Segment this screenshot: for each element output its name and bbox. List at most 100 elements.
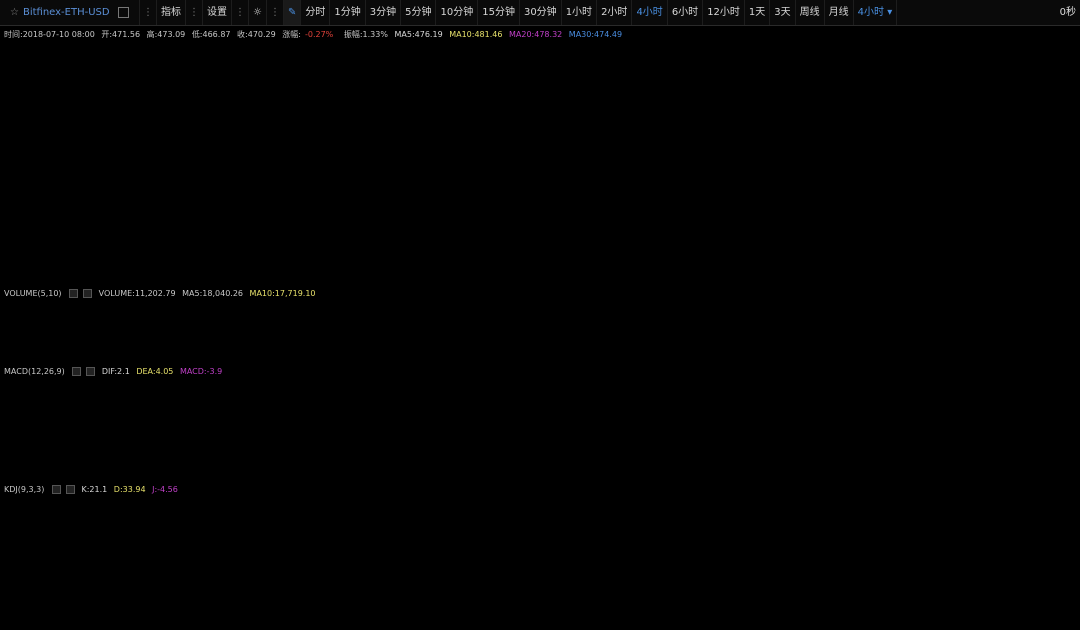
candle-body bbox=[1006, 106, 1016, 111]
macd-histogram-bar bbox=[835, 421, 846, 430]
close-icon[interactable] bbox=[65, 485, 75, 494]
timeframe-0[interactable]: 分时 bbox=[301, 0, 331, 25]
timeframe-4[interactable]: 10分钟 bbox=[436, 0, 479, 25]
ohlc-high: 高:473.09 bbox=[146, 30, 186, 39]
macd-histogram-bar bbox=[495, 428, 506, 435]
ohlc-close: 收:470.29 bbox=[237, 30, 276, 39]
more-dots-icon[interactable]: ⋮ bbox=[186, 0, 203, 25]
candle-body bbox=[963, 73, 974, 86]
more-dots-icon[interactable]: ⋮ bbox=[267, 0, 284, 25]
timeframe-9[interactable]: 4小时 bbox=[632, 0, 668, 25]
volume-infobar: VOLUME(5,10) VOLUME:11,202.79 MA5:18,040… bbox=[4, 289, 320, 298]
candle-body bbox=[694, 110, 705, 117]
timeframe-10[interactable]: 6小时 bbox=[668, 0, 704, 25]
more-dots-icon[interactable]: ⋮ bbox=[140, 0, 157, 25]
settings-button[interactable]: 设置 bbox=[203, 0, 232, 25]
macd-histogram-bar bbox=[765, 428, 775, 434]
macd-macd: MACD:-3.9 bbox=[179, 367, 223, 376]
volume-bar bbox=[439, 337, 450, 363]
macd-histogram-bar bbox=[155, 382, 166, 430]
macd-tick-label: 4.96 bbox=[1040, 402, 1058, 411]
kdj-tick-label: 50 bbox=[1045, 545, 1055, 554]
kdj-tick-label: 20 bbox=[1045, 577, 1055, 586]
ohlc-time: 时间:2018-07-10 08:00 bbox=[4, 30, 95, 39]
period-dropdown[interactable]: 4小时 ▾ bbox=[854, 0, 898, 25]
macd-histogram-bar bbox=[127, 405, 138, 430]
more-dots-icon[interactable]: ⋮ bbox=[232, 0, 249, 25]
close-icon[interactable] bbox=[86, 367, 96, 376]
volume-bar bbox=[609, 330, 620, 363]
volume-bar bbox=[878, 336, 889, 363]
candle-body bbox=[14, 198, 24, 205]
timeframe-3[interactable]: 5分钟 bbox=[401, 0, 437, 25]
macd-histogram-bar bbox=[991, 428, 1002, 437]
macd-dea-line bbox=[18, 394, 1011, 473]
kdj-j-line bbox=[18, 496, 1011, 608]
timeframe-1[interactable]: 1分钟 bbox=[330, 0, 366, 25]
volume-bar bbox=[453, 339, 464, 363]
candle-body bbox=[510, 89, 520, 96]
timeframe-14[interactable]: 周线 bbox=[796, 0, 825, 25]
candle-body bbox=[651, 112, 662, 143]
macd-histogram-bar bbox=[963, 423, 974, 430]
timeframe-12[interactable]: 1天 bbox=[745, 0, 771, 25]
timeframe-5[interactable]: 15分钟 bbox=[478, 0, 520, 25]
volume-bar bbox=[425, 346, 435, 363]
volume-bar bbox=[14, 342, 24, 363]
timeframe-11[interactable]: 12小时 bbox=[703, 0, 745, 25]
volume-bar bbox=[538, 346, 549, 363]
settings-icon[interactable] bbox=[69, 289, 79, 298]
current-price-label: 470.29 bbox=[1036, 106, 1064, 115]
timeframe-2[interactable]: 3分钟 bbox=[366, 0, 402, 25]
star-icon[interactable]: ☆ bbox=[10, 7, 19, 18]
candle-body bbox=[637, 110, 648, 114]
macd-histogram-bar bbox=[736, 428, 747, 435]
kdj-k: K:21.1 bbox=[81, 485, 108, 494]
volume-ma10: MA10:17,719.10 bbox=[249, 289, 316, 298]
volume-bar bbox=[382, 338, 393, 363]
macd-histogram-bar bbox=[212, 387, 223, 430]
settings-icon[interactable] bbox=[72, 367, 82, 376]
timeframe-6[interactable]: 30分钟 bbox=[520, 0, 562, 25]
close-icon[interactable] bbox=[83, 289, 93, 298]
candle-body bbox=[878, 58, 889, 73]
macd-histogram-bar bbox=[340, 407, 350, 430]
settings-icon[interactable] bbox=[51, 485, 61, 494]
volume-bar bbox=[311, 352, 322, 363]
drawing-pen-icon[interactable]: ✎ bbox=[283, 0, 302, 25]
symbol-selector[interactable]: ☆ Bitfinex-ETH-USD bbox=[0, 0, 140, 25]
macd-histogram-bar bbox=[580, 428, 591, 435]
macd-dif: DIF:2.1 bbox=[101, 367, 130, 376]
timeframe-8[interactable]: 2小时 bbox=[597, 0, 633, 25]
theme-toggle-icon[interactable]: ☼ bbox=[249, 0, 267, 25]
price-tick-label: 440 bbox=[1043, 185, 1058, 194]
popout-icon[interactable] bbox=[118, 7, 129, 18]
candle-body bbox=[921, 71, 931, 81]
macd-tick-label: -11.57 bbox=[1040, 478, 1066, 487]
macd-histogram-bar bbox=[28, 414, 39, 430]
macd-histogram-bar bbox=[56, 426, 67, 430]
candle-body bbox=[949, 71, 960, 78]
candle-body bbox=[467, 118, 478, 130]
volume-bar bbox=[850, 347, 860, 363]
timeframe-15[interactable]: 月线 bbox=[825, 0, 854, 25]
volume-bar bbox=[566, 338, 577, 363]
max-price-label: 496.36 → bbox=[785, 34, 823, 43]
kdj-title: KDJ(9,3,3) bbox=[4, 485, 45, 494]
candle-body bbox=[495, 99, 506, 114]
candle-body bbox=[481, 112, 492, 122]
toolbar: ☆ Bitfinex-ETH-USD ⋮ 指标 ⋮ 设置 ⋮ ☼ ⋮ ✎ 分时 1… bbox=[0, 0, 1080, 26]
candle-body bbox=[255, 149, 265, 166]
indicators-button[interactable]: 指标 bbox=[157, 0, 186, 25]
candle-body bbox=[566, 97, 577, 101]
timeframe-7[interactable]: 1小时 bbox=[562, 0, 598, 25]
timeframe-13[interactable]: 3天 bbox=[770, 0, 796, 25]
volume-bar bbox=[864, 344, 875, 363]
timeframe-group: 分时 1分钟 3分钟 5分钟 10分钟 15分钟 30分钟 1小时 2小时 4小时 6小时 12小时 1… bbox=[301, 0, 854, 25]
volume-bar bbox=[750, 349, 761, 363]
candle-body bbox=[821, 68, 832, 122]
volume-bar bbox=[708, 339, 719, 363]
symbol-label: Bitfinex-ETH-USD bbox=[22, 7, 110, 18]
macd-histogram-bar bbox=[906, 413, 917, 430]
